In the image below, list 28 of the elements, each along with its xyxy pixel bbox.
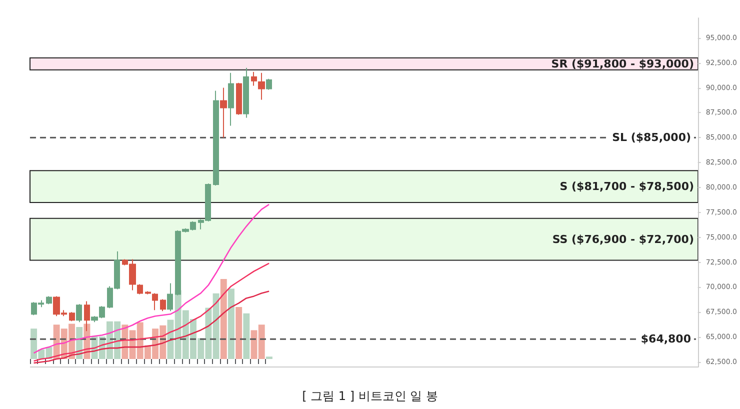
- bar: [228, 288, 234, 359]
- line-series: [33, 262, 270, 362]
- line-series: [33, 290, 270, 364]
- bar: [236, 307, 242, 359]
- ref-line-label: $64,800: [640, 332, 692, 346]
- candlestick: [137, 284, 143, 295]
- candlestick: [46, 296, 52, 305]
- candlestick: [220, 87, 227, 138]
- band-label: S ($81,700 - $78,500): [560, 180, 694, 194]
- candlestick: [243, 67, 249, 118]
- candlestick: [160, 298, 166, 312]
- candlestick: [69, 312, 75, 322]
- candlestick: [76, 304, 82, 323]
- candlestick: [258, 72, 265, 100]
- candlestick: [236, 82, 242, 116]
- candlestick: [228, 72, 234, 126]
- candlestick: [251, 71, 257, 86]
- candlestick: [145, 290, 151, 295]
- text: [ 그림 1 ] 비트코인 일 봉: [302, 389, 438, 403]
- bar: [220, 279, 227, 359]
- band-label: SS ($76,900 - $72,700): [552, 232, 694, 246]
- candlestick: [266, 78, 272, 90]
- candlestick: [167, 282, 173, 312]
- ref-line-label: SL ($85,000): [612, 131, 691, 144]
- candlestick: [213, 90, 219, 186]
- band-label: SR ($91,800 - $93,000): [551, 57, 694, 70]
- candlestick: [152, 292, 158, 311]
- bar: [243, 313, 250, 359]
